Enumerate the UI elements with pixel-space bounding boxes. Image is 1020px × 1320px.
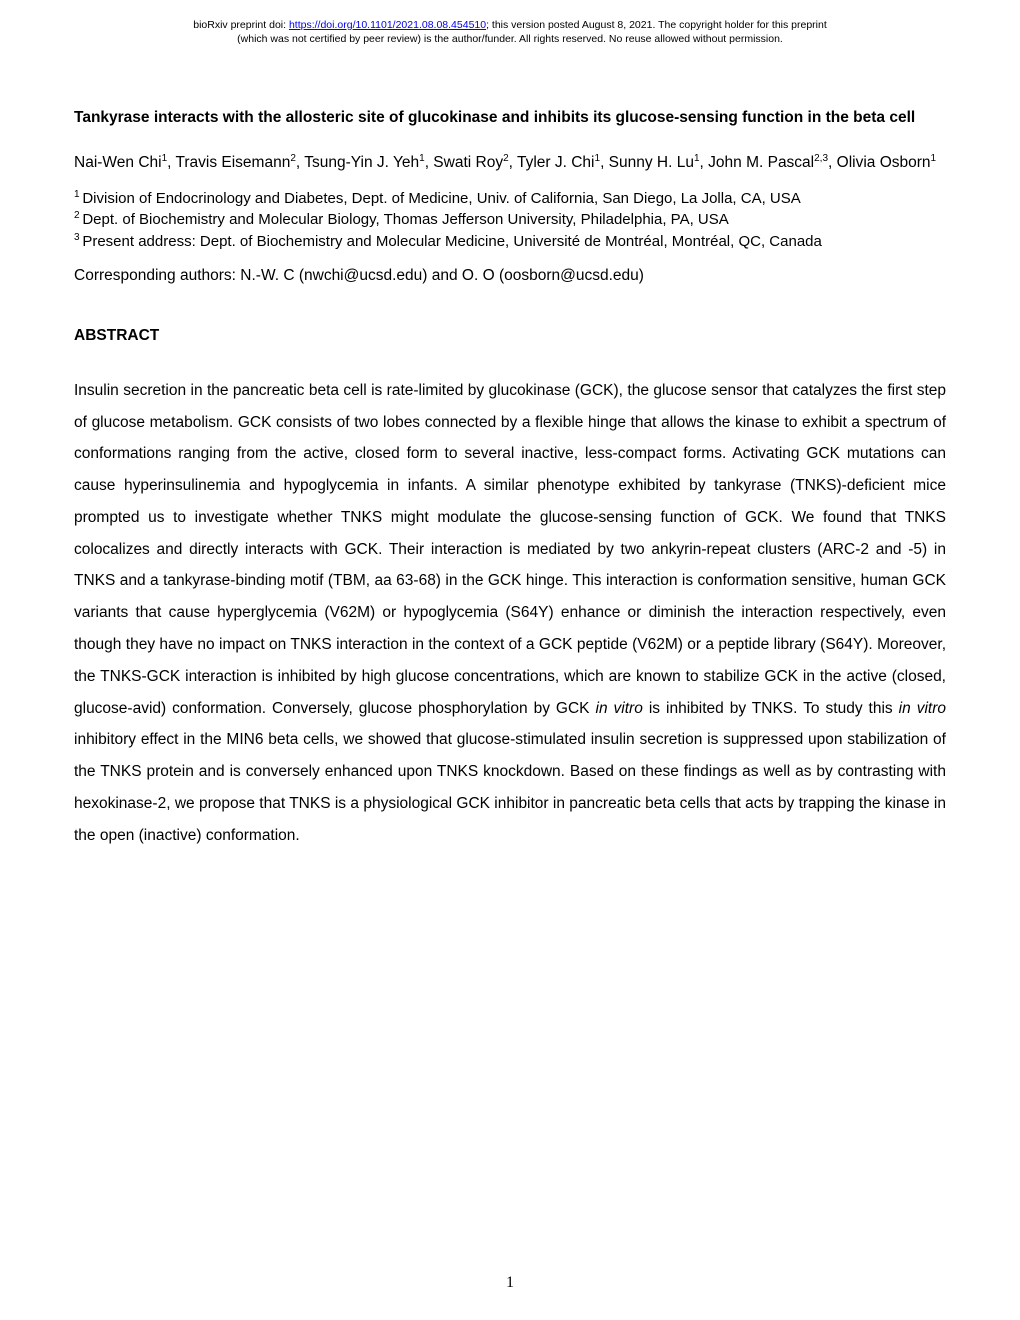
- affiliation-row: 1 Division of Endocrinology and Diabetes…: [74, 188, 946, 209]
- affiliations: 1 Division of Endocrinology and Diabetes…: [74, 188, 946, 252]
- affil-text: Division of Endocrinology and Diabetes, …: [82, 190, 800, 207]
- abstract-body: Insulin secretion in the pancreatic beta…: [74, 375, 946, 851]
- preprint-line2: (which was not certified by peer review)…: [237, 33, 783, 45]
- affiliation-row: 3 Present address: Dept. of Biochemistry…: [74, 231, 946, 252]
- doi-link[interactable]: https://doi.org/10.1101/2021.08.08.45451…: [289, 19, 486, 31]
- paper-title: Tankyrase interacts with the allosteric …: [74, 102, 946, 134]
- abstract-text: inhibitory effect in the MIN6 beta cells…: [74, 731, 946, 843]
- abstract-text: is inhibited by TNKS. To study this: [643, 700, 899, 717]
- author-name: , Sunny H. Lu: [600, 154, 694, 171]
- affil-text: Present address: Dept. of Biochemistry a…: [82, 233, 822, 250]
- author-affil-sup: 2,3: [814, 153, 828, 164]
- author-affil-sup: 1: [931, 153, 937, 164]
- preprint-line1-suffix: ; this version posted August 8, 2021. Th…: [486, 19, 827, 31]
- author-name: , Swati Roy: [425, 154, 503, 171]
- affiliation-row: 2 Dept. of Biochemistry and Molecular Bi…: [74, 209, 946, 230]
- author-name: , Tsung-Yin J. Yeh: [296, 154, 419, 171]
- abstract-heading: ABSTRACT: [74, 327, 946, 345]
- author-name: , John M. Pascal: [700, 154, 815, 171]
- abstract-italic: in vitro: [899, 700, 946, 717]
- preprint-header: bioRxiv preprint doi: https://doi.org/10…: [0, 0, 1020, 54]
- author-name: Nai-Wen Chi: [74, 154, 162, 171]
- preprint-line1-prefix: bioRxiv preprint doi:: [193, 19, 289, 31]
- abstract-text: Insulin secretion in the pancreatic beta…: [74, 382, 946, 717]
- author-list: Nai-Wen Chi1, Travis Eisemann2, Tsung-Yi…: [74, 152, 946, 174]
- corresponding-authors: Corresponding authors: N.-W. C (nwchi@uc…: [74, 266, 946, 287]
- author-name: , Tyler J. Chi: [509, 154, 595, 171]
- abstract-italic: in vitro: [596, 700, 643, 717]
- main-content: Tankyrase interacts with the allosteric …: [0, 54, 1020, 851]
- author-name: , Travis Eisemann: [167, 154, 290, 171]
- author-name: , Olivia Osborn: [828, 154, 931, 171]
- affil-text: Dept. of Biochemistry and Molecular Biol…: [82, 211, 728, 228]
- page-number: 1: [0, 1274, 1020, 1292]
